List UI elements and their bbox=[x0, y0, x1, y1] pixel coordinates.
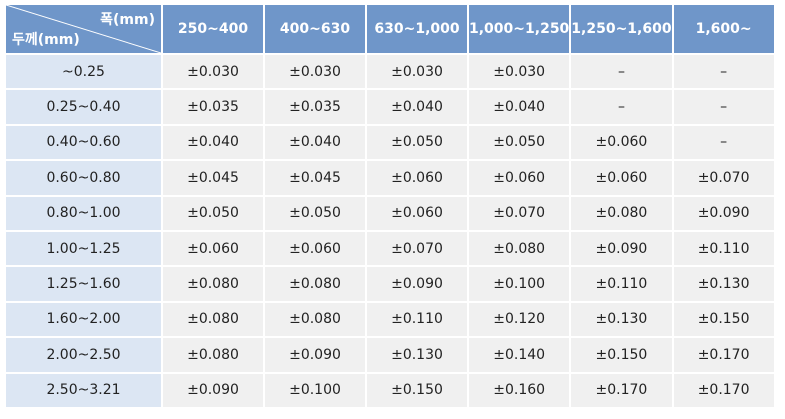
row-header-thickness: 2.50~3.21 bbox=[6, 373, 161, 407]
tolerance-cell: ±0.090 bbox=[673, 196, 774, 230]
table-row: 1.25~1.60 ±0.080 ±0.080 ±0.090 ±0.100 ±0… bbox=[6, 267, 774, 301]
tolerance-cell: ±0.140 bbox=[469, 338, 570, 372]
column-header: 1,000~1,250 bbox=[469, 5, 570, 53]
tolerance-cell: ±0.040 bbox=[469, 90, 570, 124]
table-row: ~0.25 ±0.030 ±0.030 ±0.030 ±0.030 – – bbox=[6, 55, 774, 89]
table-row: 2.00~2.50 ±0.080 ±0.090 ±0.130 ±0.140 ±0… bbox=[6, 338, 774, 372]
column-header: 400~630 bbox=[265, 5, 365, 53]
tolerance-cell: ±0.170 bbox=[571, 373, 672, 407]
row-header-thickness: 0.60~0.80 bbox=[6, 161, 161, 195]
tolerance-cell: ±0.110 bbox=[571, 267, 672, 301]
column-header: 1,250~1,600 bbox=[571, 5, 672, 53]
tolerance-cell: – bbox=[673, 90, 774, 124]
tolerance-cell: ±0.150 bbox=[571, 338, 672, 372]
diagonal-divider bbox=[6, 5, 161, 53]
tolerance-cell: ±0.045 bbox=[163, 161, 263, 195]
row-header-thickness: 1.00~1.25 bbox=[6, 231, 161, 266]
row-header-thickness: 0.80~1.00 bbox=[6, 196, 161, 230]
width-axis-label: 폭(mm) bbox=[100, 12, 155, 28]
tolerance-cell: ±0.030 bbox=[367, 55, 467, 89]
tolerance-cell: ±0.170 bbox=[673, 338, 774, 372]
tolerance-cell: ±0.100 bbox=[265, 373, 365, 407]
tolerance-cell: – bbox=[673, 55, 774, 89]
tolerance-cell: ±0.030 bbox=[469, 55, 570, 89]
tolerance-cell: – bbox=[673, 125, 774, 160]
row-header-thickness: 0.25~0.40 bbox=[6, 90, 161, 124]
tolerance-cell: ±0.170 bbox=[673, 373, 774, 407]
tolerance-cell: ±0.030 bbox=[265, 55, 365, 89]
table-row: 2.50~3.21 ±0.090 ±0.100 ±0.150 ±0.160 ±0… bbox=[6, 373, 774, 407]
tolerance-table: 폭(mm) 두께(mm) 250~400 400~630 630~1,000 1… bbox=[4, 3, 776, 409]
tolerance-cell: ±0.060 bbox=[163, 231, 263, 266]
tolerance-cell: ±0.080 bbox=[469, 231, 570, 266]
tolerance-cell: ±0.060 bbox=[367, 161, 467, 195]
tolerance-cell: ±0.035 bbox=[265, 90, 365, 124]
tolerance-cell: – bbox=[571, 90, 672, 124]
table-row: 0.40~0.60 ±0.040 ±0.040 ±0.050 ±0.050 ±0… bbox=[6, 125, 774, 160]
table-row: 0.60~0.80 ±0.045 ±0.045 ±0.060 ±0.060 ±0… bbox=[6, 161, 774, 195]
tolerance-cell: ±0.070 bbox=[469, 196, 570, 230]
tolerance-cell: ±0.070 bbox=[367, 231, 467, 266]
tolerance-cell: ±0.050 bbox=[367, 125, 467, 160]
tolerance-cell: ±0.080 bbox=[163, 302, 263, 337]
tolerance-cell: ±0.060 bbox=[367, 196, 467, 230]
tolerance-cell: ±0.080 bbox=[265, 267, 365, 301]
table-row: 1.60~2.00 ±0.080 ±0.080 ±0.110 ±0.120 ±0… bbox=[6, 302, 774, 337]
tolerance-cell: ±0.090 bbox=[163, 373, 263, 407]
tolerance-cell: ±0.040 bbox=[265, 125, 365, 160]
corner-header-cell: 폭(mm) 두께(mm) bbox=[6, 5, 161, 53]
tolerance-cell: ±0.050 bbox=[265, 196, 365, 230]
tolerance-cell: ±0.090 bbox=[367, 267, 467, 301]
tolerance-cell: ±0.060 bbox=[469, 161, 570, 195]
tolerance-cell: ±0.045 bbox=[265, 161, 365, 195]
tolerance-cell: ±0.130 bbox=[673, 267, 774, 301]
table-row: 0.25~0.40 ±0.035 ±0.035 ±0.040 ±0.040 – … bbox=[6, 90, 774, 124]
row-header-thickness: 0.40~0.60 bbox=[6, 125, 161, 160]
tolerance-cell: ±0.160 bbox=[469, 373, 570, 407]
tolerance-cell: ±0.130 bbox=[367, 338, 467, 372]
tolerance-cell: ±0.035 bbox=[163, 90, 263, 124]
tolerance-cell: ±0.080 bbox=[571, 196, 672, 230]
tolerance-cell: ±0.130 bbox=[571, 302, 672, 337]
tolerance-cell: ±0.070 bbox=[673, 161, 774, 195]
tolerance-cell: ±0.150 bbox=[367, 373, 467, 407]
tolerance-cell: ±0.040 bbox=[367, 90, 467, 124]
tolerance-cell: ±0.060 bbox=[265, 231, 365, 266]
table-row: 1.00~1.25 ±0.060 ±0.060 ±0.070 ±0.080 ±0… bbox=[6, 231, 774, 266]
tolerance-cell: ±0.040 bbox=[163, 125, 263, 160]
tolerance-cell: ±0.030 bbox=[163, 55, 263, 89]
tolerance-cell: ±0.050 bbox=[469, 125, 570, 160]
tolerance-cell: ±0.090 bbox=[265, 338, 365, 372]
tolerance-cell: ±0.060 bbox=[571, 161, 672, 195]
tolerance-cell: ±0.050 bbox=[163, 196, 263, 230]
tolerance-cell: ±0.080 bbox=[163, 338, 263, 372]
tolerance-cell: ±0.060 bbox=[571, 125, 672, 160]
tolerance-cell: – bbox=[571, 55, 672, 89]
thickness-axis-label: 두께(mm) bbox=[12, 32, 80, 48]
tolerance-cell: ±0.120 bbox=[469, 302, 570, 337]
column-header: 1,600~ bbox=[673, 5, 774, 53]
header-row: 폭(mm) 두께(mm) 250~400 400~630 630~1,000 1… bbox=[6, 5, 774, 53]
row-header-thickness: ~0.25 bbox=[6, 55, 161, 89]
column-header: 250~400 bbox=[163, 5, 263, 53]
row-header-thickness: 2.00~2.50 bbox=[6, 338, 161, 372]
row-header-thickness: 1.60~2.00 bbox=[6, 302, 161, 337]
row-header-thickness: 1.25~1.60 bbox=[6, 267, 161, 301]
tolerance-cell: ±0.110 bbox=[367, 302, 467, 337]
tolerance-cell: ±0.080 bbox=[163, 267, 263, 301]
tolerance-cell: ±0.090 bbox=[571, 231, 672, 266]
table-row: 0.80~1.00 ±0.050 ±0.050 ±0.060 ±0.070 ±0… bbox=[6, 196, 774, 230]
column-header: 630~1,000 bbox=[367, 5, 467, 53]
tolerance-cell: ±0.080 bbox=[265, 302, 365, 337]
tolerance-cell: ±0.150 bbox=[673, 302, 774, 337]
tolerance-cell: ±0.110 bbox=[673, 231, 774, 266]
tolerance-cell: ±0.100 bbox=[469, 267, 570, 301]
